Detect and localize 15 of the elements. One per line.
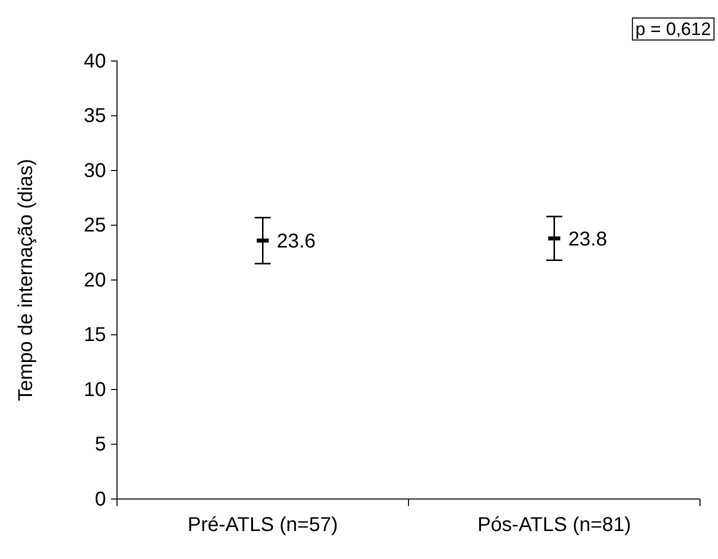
y-tick-label: 15 xyxy=(84,324,106,346)
data-label: 23.8 xyxy=(568,228,608,250)
y-tick-label: 5 xyxy=(94,434,106,456)
y-tick-label: 30 xyxy=(84,160,106,182)
y-axis-title: Tempo de internação (dias) xyxy=(15,158,37,402)
y-tick-label: 10 xyxy=(84,378,106,401)
y-tick-label: 20 xyxy=(84,269,106,292)
y-tick-label: 35 xyxy=(84,105,106,128)
x-tick-label: Pós-ATLS (n=81) xyxy=(477,514,632,536)
y-tick-label: 25 xyxy=(84,214,106,237)
text: p = 0,612 xyxy=(635,19,711,39)
y-tick-label: 0 xyxy=(94,488,106,510)
y-tick-label: 40 xyxy=(84,50,106,72)
x-tick-label: Pré-ATLS (n=57) xyxy=(188,514,338,536)
data-label: 23.6 xyxy=(276,230,316,253)
